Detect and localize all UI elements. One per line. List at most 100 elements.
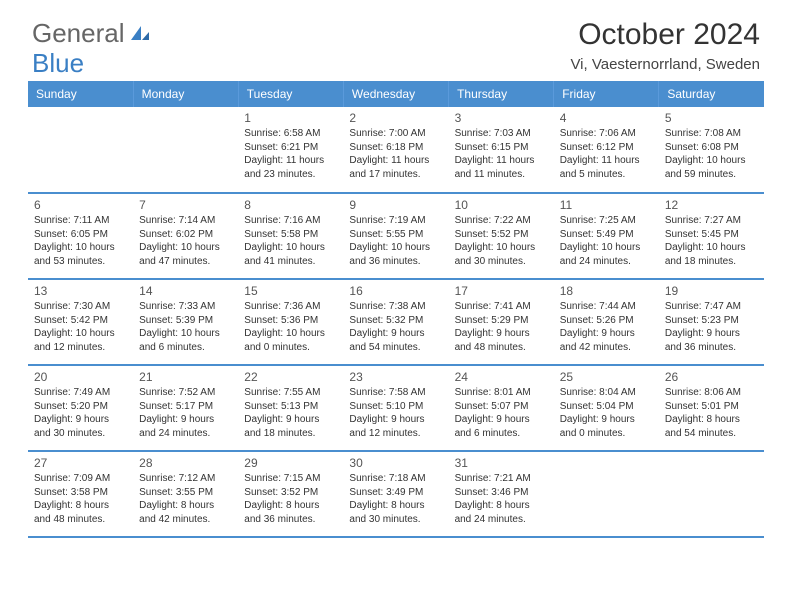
calendar-cell: 9Sunrise: 7:19 AMSunset: 5:55 PMDaylight… <box>343 193 448 279</box>
calendar-cell: 16Sunrise: 7:38 AMSunset: 5:32 PMDayligh… <box>343 279 448 365</box>
logo-text-blue: Blue <box>32 48 84 79</box>
day-info-line: Sunrise: 7:58 AM <box>349 386 442 400</box>
day-info-line: Sunrise: 7:16 AM <box>244 214 337 228</box>
day-info-line: Sunset: 5:17 PM <box>139 400 232 414</box>
calendar-cell: 30Sunrise: 7:18 AMSunset: 3:49 PMDayligh… <box>343 451 448 537</box>
day-number: 10 <box>455 198 548 212</box>
day-number: 7 <box>139 198 232 212</box>
day-number: 22 <box>244 370 337 384</box>
calendar-row: 6Sunrise: 7:11 AMSunset: 6:05 PMDaylight… <box>28 193 764 279</box>
calendar-cell <box>659 451 764 537</box>
day-info-line: Daylight: 8 hours and 36 minutes. <box>244 499 337 526</box>
day-number: 26 <box>665 370 758 384</box>
day-info-line: Sunrise: 7:11 AM <box>34 214 127 228</box>
calendar-cell: 18Sunrise: 7:44 AMSunset: 5:26 PMDayligh… <box>554 279 659 365</box>
day-info-line: Daylight: 10 hours and 59 minutes. <box>665 154 758 181</box>
day-number: 16 <box>349 284 442 298</box>
day-info-line: Sunrise: 7:25 AM <box>560 214 653 228</box>
day-info-line: Sunset: 5:07 PM <box>455 400 548 414</box>
calendar-cell: 29Sunrise: 7:15 AMSunset: 3:52 PMDayligh… <box>238 451 343 537</box>
calendar-cell: 22Sunrise: 7:55 AMSunset: 5:13 PMDayligh… <box>238 365 343 451</box>
day-info-line: Sunrise: 7:08 AM <box>665 127 758 141</box>
day-info-line: Daylight: 10 hours and 36 minutes. <box>349 241 442 268</box>
day-number: 21 <box>139 370 232 384</box>
day-info-line: Sunrise: 8:06 AM <box>665 386 758 400</box>
weekday-header: Monday <box>133 81 238 107</box>
day-info-line: Daylight: 9 hours and 0 minutes. <box>560 413 653 440</box>
day-number: 11 <box>560 198 653 212</box>
day-info-line: Daylight: 9 hours and 30 minutes. <box>34 413 127 440</box>
day-info-line: Daylight: 9 hours and 12 minutes. <box>349 413 442 440</box>
day-info-line: Daylight: 11 hours and 17 minutes. <box>349 154 442 181</box>
calendar-cell: 25Sunrise: 8:04 AMSunset: 5:04 PMDayligh… <box>554 365 659 451</box>
day-number: 23 <box>349 370 442 384</box>
logo: General <box>32 18 151 49</box>
day-number: 1 <box>244 111 337 125</box>
day-number: 9 <box>349 198 442 212</box>
calendar-cell: 15Sunrise: 7:36 AMSunset: 5:36 PMDayligh… <box>238 279 343 365</box>
day-info-line: Sunset: 5:49 PM <box>560 228 653 242</box>
day-info-line: Daylight: 9 hours and 42 minutes. <box>560 327 653 354</box>
day-info-line: Daylight: 9 hours and 48 minutes. <box>455 327 548 354</box>
day-info-line: Daylight: 10 hours and 6 minutes. <box>139 327 232 354</box>
day-info-line: Sunrise: 7:09 AM <box>34 472 127 486</box>
calendar-cell: 8Sunrise: 7:16 AMSunset: 5:58 PMDaylight… <box>238 193 343 279</box>
day-number: 13 <box>34 284 127 298</box>
day-info-line: Sunrise: 7:03 AM <box>455 127 548 141</box>
calendar-body: 1Sunrise: 6:58 AMSunset: 6:21 PMDaylight… <box>28 107 764 537</box>
day-info-line: Daylight: 10 hours and 24 minutes. <box>560 241 653 268</box>
day-info-line: Sunset: 3:49 PM <box>349 486 442 500</box>
weekday-header: Wednesday <box>343 81 448 107</box>
calendar-row: 1Sunrise: 6:58 AMSunset: 6:21 PMDaylight… <box>28 107 764 193</box>
day-info-line: Sunrise: 7:41 AM <box>455 300 548 314</box>
day-info-line: Sunrise: 7:47 AM <box>665 300 758 314</box>
day-info-line: Sunrise: 7:49 AM <box>34 386 127 400</box>
day-info-line: Sunset: 6:02 PM <box>139 228 232 242</box>
day-info-line: Daylight: 10 hours and 18 minutes. <box>665 241 758 268</box>
day-info-line: Sunset: 5:10 PM <box>349 400 442 414</box>
calendar-cell: 23 Sunrise: 7:58 AMSunset: 5:10 PMDayligh… <box>343 365 448 451</box>
calendar-cell: 13Sunrise: 7:30 AMSunset: 5:42 PMDayligh… <box>28 279 133 365</box>
day-info-line: Sunset: 5:32 PM <box>349 314 442 328</box>
day-info-line: Daylight: 8 hours and 48 minutes. <box>34 499 127 526</box>
day-info-line: Sunrise: 7:00 AM <box>349 127 442 141</box>
calendar-cell: 11 Sunrise: 7:25 AMSunset: 5:49 PMDayligh… <box>554 193 659 279</box>
calendar-cell: 12Sunrise: 7:27 AMSunset: 5:45 PMDayligh… <box>659 193 764 279</box>
header: General October 2024 Vi, Vaesternorrland… <box>0 0 792 81</box>
day-info-line: Daylight: 10 hours and 30 minutes. <box>455 241 548 268</box>
day-info-line: Daylight: 9 hours and 36 minutes. <box>665 327 758 354</box>
day-info-line: Sunset: 5:39 PM <box>139 314 232 328</box>
day-info-line: Sunrise: 7:30 AM <box>34 300 127 314</box>
calendar-row: 20Sunrise: 7:49 AMSunset: 5:20 PMDayligh… <box>28 365 764 451</box>
logo-sail-icon <box>129 18 151 49</box>
calendar-cell <box>28 107 133 193</box>
day-number: 19 <box>665 284 758 298</box>
day-info-line: Sunset: 6:08 PM <box>665 141 758 155</box>
day-info-line: Sunset: 3:46 PM <box>455 486 548 500</box>
day-info-line: Sunrise: 7:44 AM <box>560 300 653 314</box>
calendar-cell: 7Sunrise: 7:14 AMSunset: 6:02 PMDaylight… <box>133 193 238 279</box>
calendar-cell: 2Sunrise: 7:00 AMSunset: 6:18 PMDaylight… <box>343 107 448 193</box>
calendar-table: Sunday Monday Tuesday Wednesday Thursday… <box>28 81 764 538</box>
day-info-line: Sunrise: 7:06 AM <box>560 127 653 141</box>
day-info-line: Sunset: 5:36 PM <box>244 314 337 328</box>
calendar-row: 13Sunrise: 7:30 AMSunset: 5:42 PMDayligh… <box>28 279 764 365</box>
title-block: October 2024 Vi, Vaesternorrland, Sweden <box>570 18 760 73</box>
calendar-cell: 19Sunrise: 7:47 AMSunset: 5:23 PMDayligh… <box>659 279 764 365</box>
day-info-line: Sunrise: 7:19 AM <box>349 214 442 228</box>
day-number: 14 <box>139 284 232 298</box>
calendar-cell: 20Sunrise: 7:49 AMSunset: 5:20 PMDayligh… <box>28 365 133 451</box>
weekday-header: Sunday <box>28 81 133 107</box>
day-number: 8 <box>244 198 337 212</box>
day-info-line: Daylight: 10 hours and 41 minutes. <box>244 241 337 268</box>
day-info-line: Sunrise: 7:36 AM <box>244 300 337 314</box>
day-info-line: Sunset: 5:01 PM <box>665 400 758 414</box>
location-text: Vi, Vaesternorrland, Sweden <box>570 56 760 73</box>
day-info-line: Sunset: 5:45 PM <box>665 228 758 242</box>
day-info-line: Daylight: 10 hours and 53 minutes. <box>34 241 127 268</box>
day-info-line: Daylight: 10 hours and 47 minutes. <box>139 241 232 268</box>
calendar-cell: 3Sunrise: 7:03 AMSunset: 6:15 PMDaylight… <box>449 107 554 193</box>
calendar-cell: 5Sunrise: 7:08 AMSunset: 6:08 PMDaylight… <box>659 107 764 193</box>
day-number: 12 <box>665 198 758 212</box>
month-title: October 2024 <box>570 18 760 52</box>
